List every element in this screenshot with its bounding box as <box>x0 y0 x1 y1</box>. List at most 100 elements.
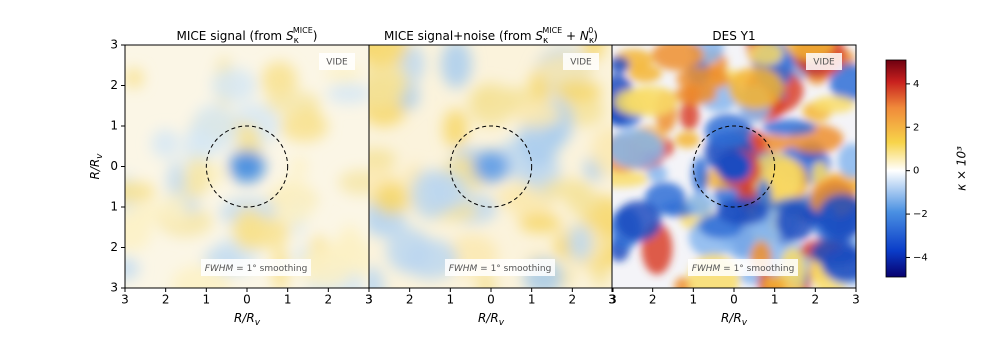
title-part: ) <box>313 29 318 43</box>
panel-title: MICE signal+noise (from SκMICE + Nκ0) <box>384 26 598 46</box>
annotation: VIDE <box>570 58 592 68</box>
field-blob <box>554 234 573 259</box>
field-blob <box>615 200 662 242</box>
y-axis-label: R/Rv <box>88 153 105 180</box>
field-blob <box>272 177 314 226</box>
field-blob <box>151 129 180 159</box>
label-part: v <box>742 318 748 328</box>
label-part: R/R <box>721 311 742 325</box>
field-blob <box>440 45 472 89</box>
field-blob <box>261 61 298 99</box>
field-blob <box>374 182 409 216</box>
label-part: v <box>499 318 505 328</box>
annotation: FWHM = 1° smoothing <box>449 264 552 274</box>
x-tick-label: 0 <box>243 293 251 307</box>
field-blob <box>369 266 385 288</box>
field-blob <box>338 169 369 196</box>
field-blob <box>386 227 432 274</box>
annotation-box <box>319 53 355 70</box>
x-tick-label: 1 <box>284 293 292 307</box>
x-tick-label: 1 <box>203 293 211 307</box>
annotation-part: FWHM <box>692 264 721 274</box>
field-blob <box>160 192 188 226</box>
field-blob <box>514 100 562 129</box>
title-part: MICE signal (from <box>177 29 286 43</box>
title-part: MICE signal+noise (from <box>384 29 535 43</box>
field-blob <box>612 56 630 74</box>
field-blob <box>591 126 613 177</box>
field-blob <box>691 157 709 194</box>
annotation-box <box>688 259 798 276</box>
field-blob <box>232 207 265 251</box>
x-tick-label: 3 <box>365 293 373 307</box>
colorbar-tick-label: −2 <box>913 209 928 220</box>
field-blob <box>125 209 153 252</box>
field-blob <box>125 68 144 88</box>
void-center <box>473 150 509 183</box>
annotation: FWHM = 1° smoothing <box>692 264 795 274</box>
field-blob <box>567 224 593 261</box>
title-part: S <box>286 29 294 43</box>
field-blob <box>425 171 467 211</box>
x-axis-label: R/Rv <box>721 311 748 328</box>
y-tick-label: 1 <box>110 119 118 133</box>
label-part: v <box>255 318 261 328</box>
field-blob <box>519 213 562 234</box>
field-blob <box>651 45 704 71</box>
field-blob <box>443 109 468 149</box>
annotation-part: FWHM <box>205 264 234 274</box>
x-tick-label: 1 <box>447 293 455 307</box>
field-blob <box>612 170 649 188</box>
colorbar-tick-label: 2 <box>913 122 919 133</box>
annotation: VIDE <box>813 58 835 68</box>
void-radius-circle <box>692 125 776 208</box>
field-blob <box>728 66 784 110</box>
x-tick-label: 2 <box>569 293 577 307</box>
panel-title: MICE signal (from SκMICE) <box>177 26 318 46</box>
y-tick-label: 1 <box>110 200 118 214</box>
x-tick-label: 1 <box>771 293 779 307</box>
x-tick-label: 2 <box>406 293 414 307</box>
label-part: R/R <box>234 311 255 325</box>
field-blob <box>290 156 308 177</box>
field-blob <box>829 62 856 102</box>
void-center <box>716 150 752 183</box>
field-blob <box>628 64 662 83</box>
x-tick-label: 2 <box>812 293 820 307</box>
field-blob <box>748 45 783 66</box>
field-blob <box>821 247 856 282</box>
y-tick-label: 2 <box>110 240 118 254</box>
field-blob <box>191 103 237 154</box>
annotation: VIDE <box>326 58 348 68</box>
field-blob <box>297 247 354 288</box>
x-tick-label: 3 <box>121 293 129 307</box>
x-tick-label: 3 <box>609 293 617 307</box>
x-tick-label: 2 <box>325 293 333 307</box>
title-part: + <box>562 29 580 43</box>
field-blob <box>679 100 700 131</box>
field-blob <box>676 67 730 92</box>
field-blob <box>494 185 547 211</box>
colorbar-tick-label: 4 <box>913 79 919 90</box>
x-tick-label: 3 <box>852 293 860 307</box>
title-part: κ <box>543 36 549 46</box>
field-blob <box>812 95 856 113</box>
title-part: MICE <box>542 26 562 35</box>
field-blob <box>646 165 668 183</box>
x-tick-label: 3 <box>608 293 616 307</box>
field-blob <box>326 83 369 104</box>
field-blob <box>211 67 257 103</box>
title-part: 0 <box>588 26 593 35</box>
colorbar-tick-label: 0 <box>913 166 919 177</box>
colorbar-label: κ × 10³ <box>955 146 969 191</box>
void-radius-circle <box>205 125 289 208</box>
annotation-part: = 1° smoothing <box>720 264 794 274</box>
field-blob <box>716 197 769 226</box>
field-blob <box>686 191 714 217</box>
heatmap-field <box>369 45 613 288</box>
x-tick-label: 1 <box>690 293 698 307</box>
field-blob <box>554 80 603 103</box>
field-blob <box>369 45 409 70</box>
field-blob <box>624 85 678 117</box>
annotation-box <box>806 53 842 70</box>
